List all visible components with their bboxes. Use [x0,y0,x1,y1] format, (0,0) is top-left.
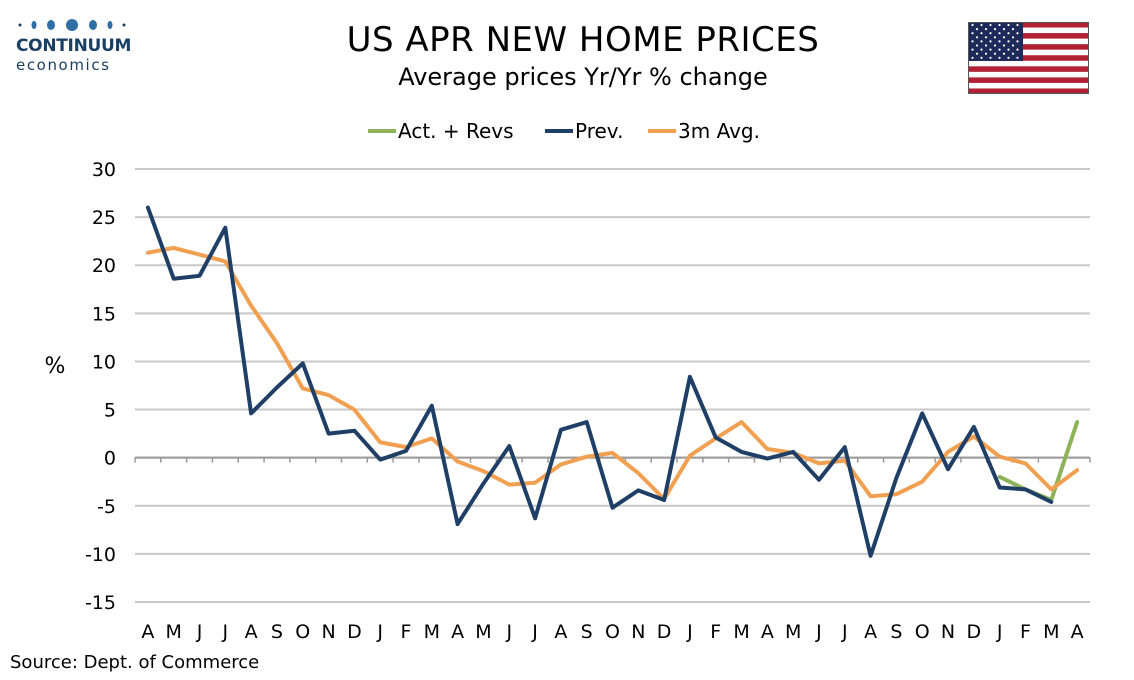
x-tick-label: M [475,621,491,643]
x-tick-label: M [166,621,182,643]
brand-subtitle: economics [16,56,111,74]
legend-label: Act. + Revs [398,119,514,143]
series-line-prev [145,205,1054,558]
x-tick-label: N [941,621,955,643]
x-tick-label: M [1043,621,1059,643]
x-tick-label: A [864,621,877,643]
x-tick-label: J [196,621,203,643]
x-tick-label: J [376,621,383,643]
x-tick-label: J [815,621,822,643]
x-tick-label: F [710,621,721,643]
y-axis-label: % [45,354,66,379]
x-tick-label: M [785,621,801,643]
x-tick-label: M [733,621,749,643]
x-tick-label: O [295,621,310,643]
x-tick-label: J [531,621,538,643]
x-tick-label: S [581,621,593,643]
y-tick-label: 20 [92,255,116,277]
y-tick-label: 25 [92,207,116,229]
brand-logo: CONTINUUM economics [14,14,134,74]
legend-label: Prev. [575,119,623,143]
y-tick-label: 0 [104,448,116,470]
x-tick-label: A [141,621,154,643]
y-tick-label: 10 [92,351,116,373]
x-tick-label: J [222,621,229,643]
x-tick-label: D [967,621,982,643]
x-tick-label: A [554,621,567,643]
y-tick-label: 5 [104,400,116,422]
x-tick-label: S [271,621,283,643]
source-note: Source: Dept. of Commerce [10,652,260,673]
x-tick-label: A [245,621,258,643]
x-tick-label: J [505,621,512,643]
x-tick-label: S [890,621,902,643]
x-tick-label: O [605,621,620,643]
x-tick-label: A [1071,621,1084,643]
x-tick-label: O [915,621,930,643]
logo-dots-icon [18,19,126,31]
legend-label: 3m Avg. [678,119,760,143]
y-tick-label: -15 [85,592,116,614]
series-line-3m-avg [145,245,1080,501]
x-tick-label: J [996,621,1003,643]
x-tick-label: A [761,621,774,643]
chart-subtitle: Average prices Yr/Yr % change [398,63,768,91]
brand-name: CONTINUUM [16,36,132,56]
y-tick-label: 30 [92,159,116,181]
x-tick-label: D [347,621,362,643]
y-tick-label: -5 [97,496,116,518]
us-flag-icon [968,22,1089,94]
x-tick-label: J [841,621,848,643]
x-tick-label: D [657,621,672,643]
y-tick-label: -10 [85,544,116,566]
x-tick-label: N [321,621,335,643]
x-tick-label: M [424,621,440,643]
x-tick-label: A [451,621,464,643]
x-tick-label: F [1020,621,1031,643]
x-tick-label: F [401,621,412,643]
y-tick-label: 15 [92,303,116,325]
x-tick-label: J [686,621,693,643]
x-tick-label: N [631,621,645,643]
chart-title: US APR NEW HOME PRICES [346,20,820,60]
